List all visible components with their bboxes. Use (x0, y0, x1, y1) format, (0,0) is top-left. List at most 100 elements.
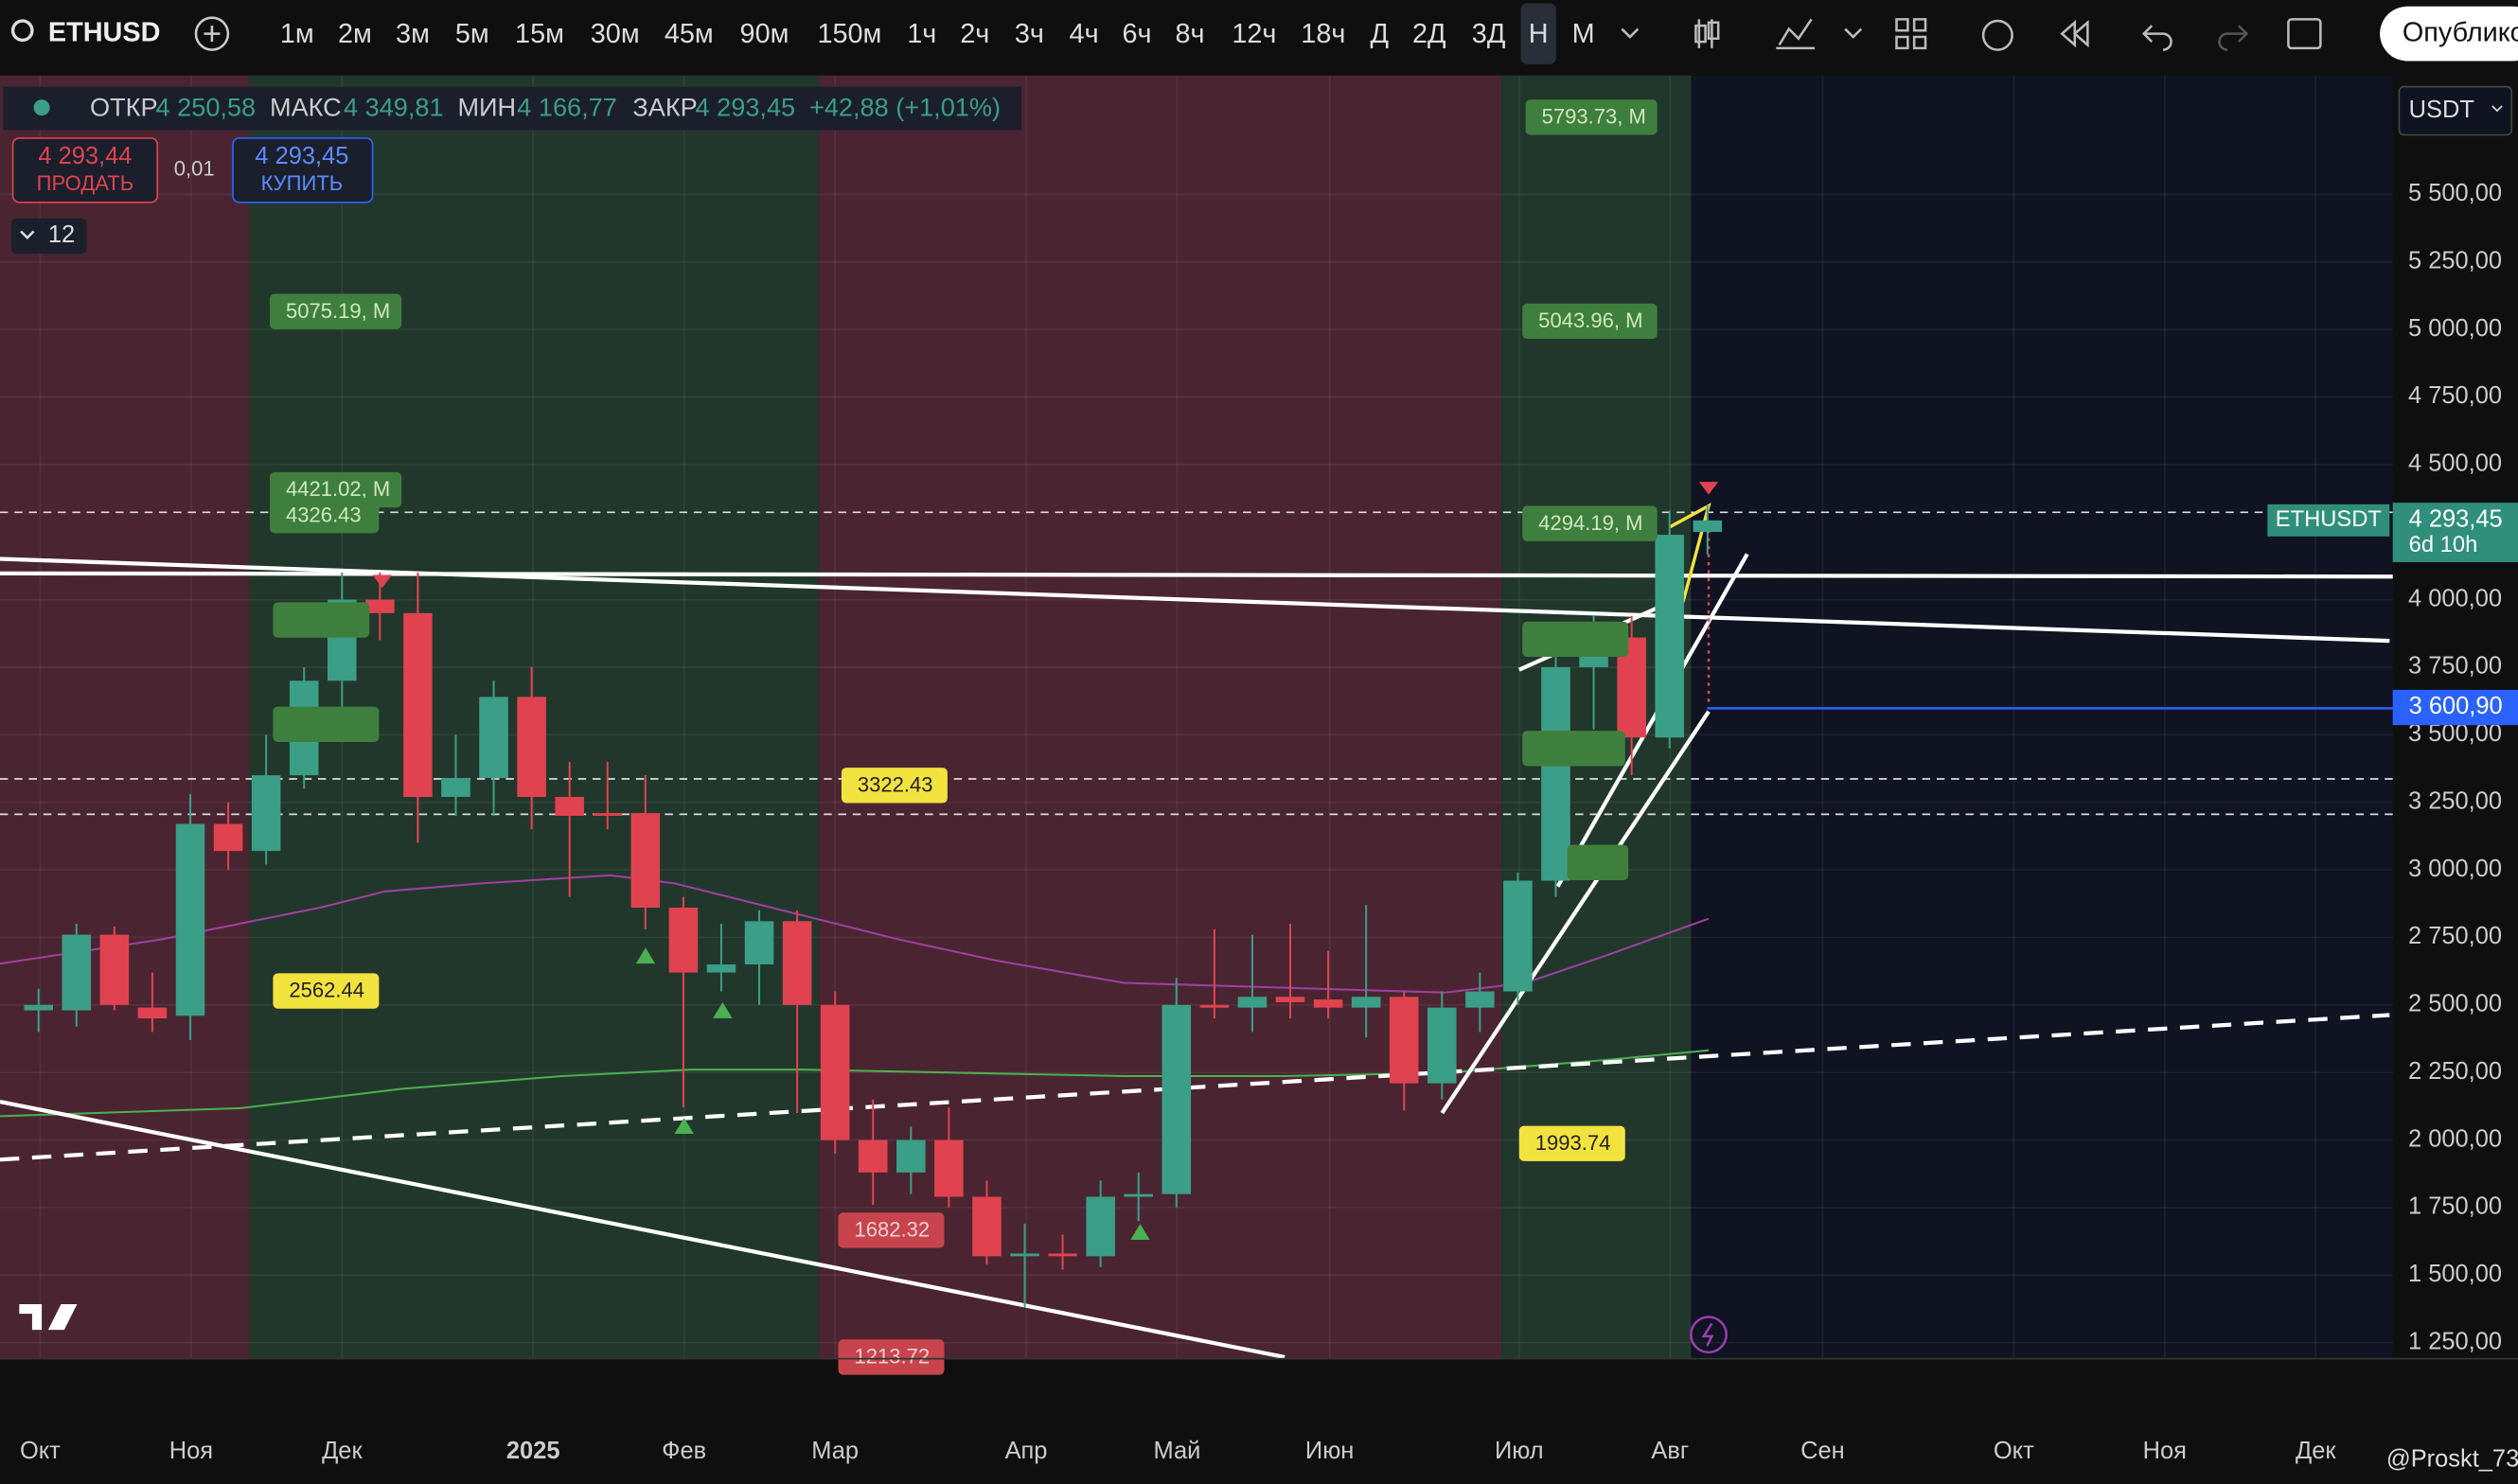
interval[interactable]: Н (1529, 19, 1549, 49)
symbol-tag-text: ETHUSDT (2276, 506, 2382, 532)
price-tick-label: 1 750,00 (2408, 1193, 2502, 1220)
interval[interactable]: 6ч (1123, 19, 1152, 49)
currency-select[interactable] (2398, 85, 2513, 136)
label-text: 5793.73, M (1542, 105, 1646, 129)
candle-body (782, 921, 812, 1005)
chevron (2491, 105, 2503, 113)
drawings (0, 482, 2393, 1360)
interval[interactable]: 12ч (1232, 19, 1276, 49)
red-zone (0, 75, 249, 1359)
watermark: @Proskt_73 (2386, 1445, 2518, 1472)
open-value: 4 250,58 (156, 93, 257, 122)
undo-icon[interactable] (2141, 25, 2172, 51)
time-label: Дек (2296, 1438, 2336, 1464)
time-label: Май (1154, 1438, 1201, 1464)
time-label: Июл (1495, 1438, 1544, 1464)
legend-panel (3, 86, 1021, 131)
label-text: 5075.19, M (286, 299, 390, 323)
sell-label: ПРОДАТЬ (37, 171, 134, 195)
interval[interactable]: 3м (396, 19, 430, 49)
search-icon[interactable] (10, 19, 34, 43)
label-box (838, 1339, 945, 1375)
symbol-tag (2267, 504, 2390, 537)
price-tick-label: 3 000,00 (2408, 856, 2502, 882)
symbol[interactable]: ETHUSD (48, 17, 161, 47)
trend-line (0, 1013, 2390, 1162)
flash-icon[interactable] (1690, 1316, 1728, 1354)
interval[interactable]: 1ч (907, 19, 936, 49)
label-box (270, 293, 402, 329)
interval[interactable]: 2ч (960, 19, 989, 49)
time-label: Апр (1005, 1438, 1048, 1464)
add-button[interactable] (194, 16, 230, 51)
label-box (838, 1212, 945, 1248)
candle-body (1124, 1193, 1154, 1197)
candles-icon[interactable] (1621, 19, 1720, 48)
interval[interactable]: 4ч (1070, 19, 1099, 49)
candle-body (1655, 535, 1684, 738)
time-label: Окт (20, 1438, 61, 1464)
interval[interactable]: 45м (665, 19, 714, 49)
interval[interactable]: Д (1370, 19, 1389, 49)
price-tick-label: 5 250,00 (2408, 247, 2502, 274)
interval[interactable]: 150м (817, 19, 881, 49)
price-tick-label: 2 000,00 (2408, 1125, 2502, 1152)
low-label: МИН (457, 93, 516, 122)
candle-body (1541, 666, 1570, 881)
indicators-toggle[interactable] (10, 218, 87, 255)
interval[interactable]: 2Д (1412, 19, 1446, 49)
candle-body (441, 778, 470, 798)
label-text: 1213.72 (855, 1345, 931, 1369)
last-price-tag (2392, 503, 2518, 562)
candle-body (1465, 991, 1495, 1008)
interval[interactable]: 5м (455, 19, 489, 49)
time-axis: Окт Ноя Дек 2025 Фев Мар Апр Май Июн Июл Авг Сен Окт… (20, 1438, 2336, 1464)
interval[interactable]: 18ч (1301, 19, 1345, 49)
redo-icon[interactable] (2218, 25, 2249, 51)
currency: USDT (2409, 97, 2474, 123)
interval[interactable]: М (1572, 19, 1595, 49)
fullscreen-icon[interactable] (2287, 18, 2322, 50)
price-tick-label: 4 000,00 (2408, 585, 2502, 611)
low-value: 4 166,77 (517, 93, 617, 122)
sell-button[interactable] (11, 137, 159, 203)
candle-body (1048, 1253, 1077, 1257)
interval[interactable]: 8ч (1176, 19, 1205, 49)
alert-icon[interactable] (1981, 19, 2013, 51)
price-tick-label: 2 250,00 (2408, 1058, 2502, 1085)
interval[interactable]: 1м (280, 19, 314, 49)
buy-button[interactable] (232, 137, 374, 203)
ohlc-legend: ОТКР 4 250,58 МАКС 4 349,81 МИН 4 166,77… (90, 93, 1001, 122)
label-text: 2562.44 (289, 979, 364, 1002)
candle-body (213, 823, 243, 852)
interval[interactable]: 15м (515, 19, 564, 49)
interval[interactable]: 30м (591, 19, 640, 49)
label-box (270, 498, 380, 534)
candle-body (62, 934, 92, 1011)
publish-button[interactable] (2380, 6, 2518, 62)
annotations: 5793.73, M 5075.19, M 5043.96, M 4421.02, M… (270, 99, 1658, 1375)
interval[interactable]: 90м (740, 19, 789, 49)
interval[interactable]: 3ч (1015, 19, 1044, 49)
candle-body (403, 612, 433, 798)
layout-icon[interactable] (1895, 18, 1927, 50)
line-price-tag (2392, 689, 2518, 726)
indicators-icon[interactable] (1776, 18, 1863, 50)
candle-body (858, 1140, 888, 1173)
label-text: 4294.19, M (1538, 511, 1642, 535)
candle-body (1503, 880, 1533, 992)
buy-price: 4 293,45 (255, 143, 348, 169)
trend-line (1440, 710, 1711, 1115)
interval[interactable]: 2м (338, 19, 372, 49)
label-box (1522, 303, 1658, 340)
label-text: 3322.43 (858, 772, 933, 796)
yellow-line (1669, 503, 1711, 603)
label-box (841, 768, 948, 804)
candle-body (99, 934, 130, 1005)
replay-icon[interactable] (2060, 19, 2089, 48)
interval[interactable]: 3Д (1472, 19, 1506, 49)
label-box (1522, 731, 1625, 767)
spread: 0,01 (174, 157, 215, 181)
candle-body (1237, 997, 1268, 1008)
